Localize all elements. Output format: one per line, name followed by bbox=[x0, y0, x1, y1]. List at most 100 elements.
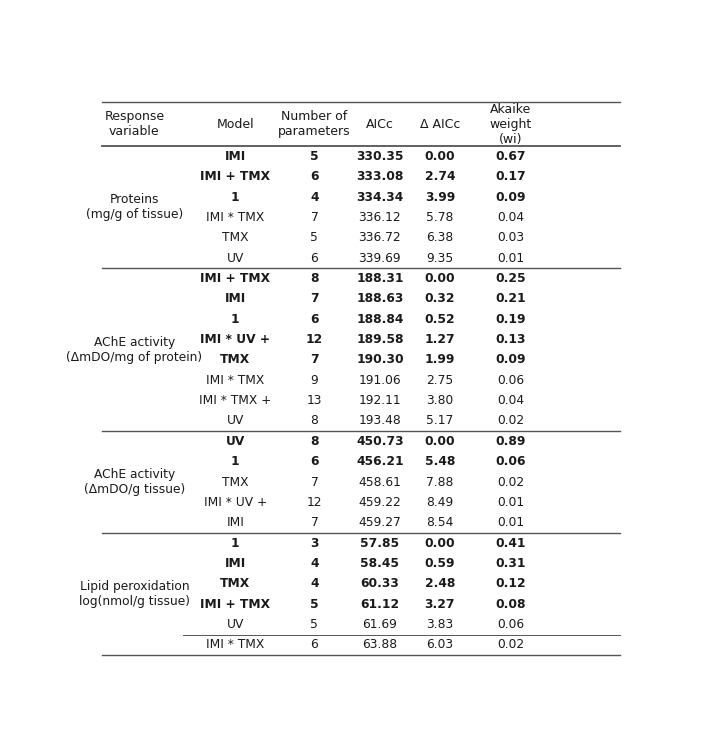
Text: 0.67: 0.67 bbox=[496, 150, 526, 163]
Text: IMI * TMX +: IMI * TMX + bbox=[199, 394, 272, 407]
Text: 0.00: 0.00 bbox=[425, 272, 455, 285]
Text: 456.21: 456.21 bbox=[356, 455, 403, 468]
Text: 61.69: 61.69 bbox=[363, 618, 397, 631]
Text: 7: 7 bbox=[310, 476, 318, 489]
Text: 339.69: 339.69 bbox=[358, 252, 401, 265]
Text: 6: 6 bbox=[310, 313, 319, 326]
Text: 7: 7 bbox=[310, 292, 319, 305]
Text: 0.89: 0.89 bbox=[496, 435, 526, 448]
Text: 193.48: 193.48 bbox=[358, 415, 401, 427]
Text: 57.85: 57.85 bbox=[360, 537, 399, 550]
Text: 191.06: 191.06 bbox=[358, 374, 401, 387]
Text: 1.27: 1.27 bbox=[425, 333, 455, 346]
Text: TMX: TMX bbox=[220, 577, 251, 590]
Text: 4: 4 bbox=[310, 577, 319, 590]
Text: 8: 8 bbox=[310, 435, 319, 448]
Text: 3.83: 3.83 bbox=[427, 618, 453, 631]
Text: 0.52: 0.52 bbox=[425, 313, 455, 326]
Text: 6: 6 bbox=[310, 170, 319, 184]
Text: 2.48: 2.48 bbox=[425, 577, 455, 590]
Text: 3.99: 3.99 bbox=[425, 191, 455, 203]
Text: 5.48: 5.48 bbox=[425, 455, 455, 468]
Text: 189.58: 189.58 bbox=[356, 333, 403, 346]
Text: 0.04: 0.04 bbox=[497, 211, 524, 224]
Text: 0.59: 0.59 bbox=[425, 557, 455, 570]
Text: 1: 1 bbox=[231, 191, 239, 203]
Text: 1: 1 bbox=[231, 537, 239, 550]
Text: 8: 8 bbox=[310, 415, 318, 427]
Text: 1.99: 1.99 bbox=[425, 354, 455, 366]
Text: 0.08: 0.08 bbox=[496, 597, 526, 611]
Text: 5: 5 bbox=[310, 597, 319, 611]
Text: 7: 7 bbox=[310, 516, 318, 529]
Text: 3.80: 3.80 bbox=[427, 394, 453, 407]
Text: 0.03: 0.03 bbox=[497, 231, 524, 244]
Text: 1: 1 bbox=[231, 455, 239, 468]
Text: IMI + TMX: IMI + TMX bbox=[200, 272, 270, 285]
Text: 0.06: 0.06 bbox=[496, 455, 526, 468]
Text: 459.22: 459.22 bbox=[358, 496, 401, 509]
Text: 0.09: 0.09 bbox=[496, 354, 526, 366]
Text: IMI: IMI bbox=[225, 292, 246, 305]
Text: UV: UV bbox=[227, 618, 244, 631]
Text: 63.88: 63.88 bbox=[363, 639, 398, 651]
Text: 12: 12 bbox=[306, 333, 323, 346]
Text: 188.84: 188.84 bbox=[356, 313, 403, 326]
Text: Δ AICc: Δ AICc bbox=[420, 117, 460, 131]
Text: 8: 8 bbox=[310, 272, 319, 285]
Text: 6: 6 bbox=[310, 639, 318, 651]
Text: 6.03: 6.03 bbox=[427, 639, 453, 651]
Text: 0.02: 0.02 bbox=[497, 476, 524, 489]
Text: 0.31: 0.31 bbox=[496, 557, 526, 570]
Text: IMI * TMX: IMI * TMX bbox=[206, 374, 265, 387]
Text: 336.72: 336.72 bbox=[358, 231, 401, 244]
Text: Proteins
(mg/g of tissue): Proteins (mg/g of tissue) bbox=[86, 193, 183, 222]
Text: 8.54: 8.54 bbox=[426, 516, 453, 529]
Text: 61.12: 61.12 bbox=[360, 597, 399, 611]
Text: IMI: IMI bbox=[225, 557, 246, 570]
Text: 0.02: 0.02 bbox=[497, 415, 524, 427]
Text: 0.12: 0.12 bbox=[496, 577, 526, 590]
Text: 3.27: 3.27 bbox=[425, 597, 455, 611]
Text: UV: UV bbox=[227, 415, 244, 427]
Text: 6: 6 bbox=[310, 252, 318, 265]
Text: IMI: IMI bbox=[227, 516, 244, 529]
Text: 192.11: 192.11 bbox=[358, 394, 401, 407]
Text: 0.09: 0.09 bbox=[496, 191, 526, 203]
Text: 330.35: 330.35 bbox=[356, 150, 403, 163]
Text: 5: 5 bbox=[310, 231, 318, 244]
Text: 3: 3 bbox=[310, 537, 319, 550]
Text: 0.41: 0.41 bbox=[496, 537, 526, 550]
Text: 450.73: 450.73 bbox=[356, 435, 403, 448]
Text: Akaike
weight
(wi): Akaike weight (wi) bbox=[490, 103, 532, 146]
Text: 0.01: 0.01 bbox=[497, 496, 524, 509]
Text: 0.06: 0.06 bbox=[497, 618, 524, 631]
Text: 0.17: 0.17 bbox=[496, 170, 526, 184]
Text: 2.75: 2.75 bbox=[427, 374, 453, 387]
Text: 0.13: 0.13 bbox=[496, 333, 526, 346]
Text: 4: 4 bbox=[310, 191, 319, 203]
Text: 12: 12 bbox=[307, 496, 322, 509]
Text: 0.04: 0.04 bbox=[497, 394, 524, 407]
Text: Response
variable: Response variable bbox=[104, 110, 165, 138]
Text: AChE activity
(ΔmDO/mg of protein): AChE activity (ΔmDO/mg of protein) bbox=[66, 335, 203, 364]
Text: 6: 6 bbox=[310, 455, 319, 468]
Text: 190.30: 190.30 bbox=[356, 354, 403, 366]
Text: 0.21: 0.21 bbox=[496, 292, 526, 305]
Text: 188.31: 188.31 bbox=[356, 272, 403, 285]
Text: UV: UV bbox=[225, 435, 245, 448]
Text: 9.35: 9.35 bbox=[427, 252, 453, 265]
Text: 7: 7 bbox=[310, 211, 318, 224]
Text: UV: UV bbox=[227, 252, 244, 265]
Text: 7: 7 bbox=[310, 354, 319, 366]
Text: 0.00: 0.00 bbox=[425, 150, 455, 163]
Text: 188.63: 188.63 bbox=[356, 292, 403, 305]
Text: 333.08: 333.08 bbox=[356, 170, 403, 184]
Text: 0.25: 0.25 bbox=[496, 272, 526, 285]
Text: 5: 5 bbox=[310, 150, 319, 163]
Text: 459.27: 459.27 bbox=[358, 516, 401, 529]
Text: 0.06: 0.06 bbox=[497, 374, 524, 387]
Text: 6.38: 6.38 bbox=[427, 231, 453, 244]
Text: 0.19: 0.19 bbox=[496, 313, 526, 326]
Text: IMI: IMI bbox=[225, 150, 246, 163]
